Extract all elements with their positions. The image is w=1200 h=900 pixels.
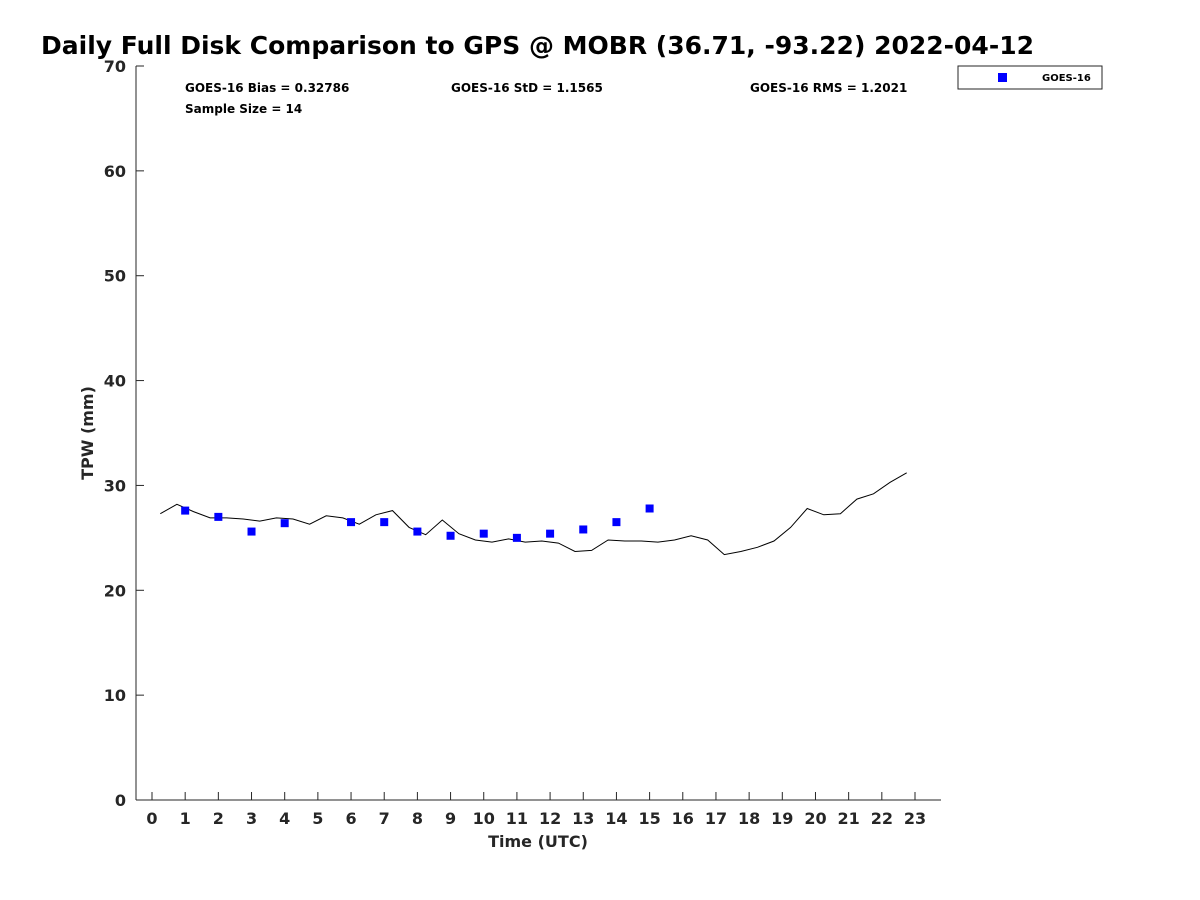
x-tick-label: 15 (638, 809, 660, 828)
x-tick-label: 12 (539, 809, 561, 828)
x-tick-label: 1 (180, 809, 191, 828)
goes16-point (579, 525, 588, 534)
x-tick-label: 9 (445, 809, 456, 828)
x-tick-label: 14 (605, 809, 627, 828)
x-tick-label: 8 (412, 809, 423, 828)
goes16-point (380, 518, 389, 527)
goes16-point (479, 529, 488, 538)
y-tick-label: 50 (104, 267, 126, 286)
legend-label-goes16: GOES-16 (1042, 73, 1091, 84)
x-tick-label: 23 (904, 809, 926, 828)
x-tick-label: 20 (804, 809, 826, 828)
y-tick-label: 70 (104, 57, 126, 76)
y-axis-label: TPW (mm) (78, 386, 97, 480)
x-tick-label: 21 (838, 809, 860, 828)
goes16-point (446, 531, 455, 540)
stat-bias: GOES-16 Bias = 0.32786 (185, 81, 349, 95)
chart-title: Daily Full Disk Comparison to GPS @ MOBR… (41, 31, 1034, 60)
legend-marker-goes16 (998, 73, 1007, 82)
x-tick-label: 0 (146, 809, 157, 828)
y-tick-label: 10 (104, 686, 126, 705)
stat-rms: GOES-16 RMS = 1.2021 (750, 81, 907, 95)
x-tick-label: 22 (871, 809, 893, 828)
goes16-point (645, 504, 654, 513)
x-tick-label: 6 (345, 809, 356, 828)
plot-area (135, 66, 941, 801)
y-axis-ticks: 0 10 20 30 40 50 60 70 (104, 57, 144, 810)
y-tick-label: 0 (115, 791, 126, 810)
stat-sample-size: Sample Size = 14 (185, 102, 302, 116)
x-axis-ticks: 0 1 2 3 4 5 6 7 8 9 10 11 12 13 14 15 16 17 18 19 20 21 22 23 (146, 792, 926, 828)
legend: GOES-16 (957, 65, 1103, 90)
x-axis-label: Time (UTC) (488, 832, 588, 851)
goes16-point (347, 518, 356, 527)
stat-std: GOES-16 StD = 1.1565 (451, 81, 603, 95)
legend-box (957, 65, 1103, 90)
goes16-point (280, 519, 289, 528)
x-tick-label: 11 (506, 809, 528, 828)
goes16-point (181, 506, 190, 515)
x-tick-label: 10 (473, 809, 495, 828)
x-tick-label: 19 (771, 809, 793, 828)
goes16-point (247, 527, 256, 536)
y-tick-label: 20 (104, 581, 126, 600)
x-tick-label: 5 (312, 809, 323, 828)
x-tick-label: 4 (279, 809, 290, 828)
y-tick-label: 40 (104, 372, 126, 391)
goes16-point (413, 527, 422, 536)
x-tick-label: 2 (213, 809, 224, 828)
y-tick-label: 30 (104, 476, 126, 495)
goes16-point (612, 518, 621, 527)
goes16-point (546, 529, 555, 538)
goes16-point (512, 533, 521, 542)
x-tick-label: 7 (379, 809, 390, 828)
x-tick-label: 18 (738, 809, 760, 828)
goes16-point (214, 512, 223, 521)
gps-series-line (160, 472, 907, 556)
goes16-series (181, 504, 654, 542)
x-tick-label: 13 (572, 809, 594, 828)
y-tick-label: 60 (104, 162, 126, 181)
x-tick-label: 3 (246, 809, 257, 828)
x-tick-label: 17 (705, 809, 727, 828)
x-tick-label: 16 (672, 809, 694, 828)
